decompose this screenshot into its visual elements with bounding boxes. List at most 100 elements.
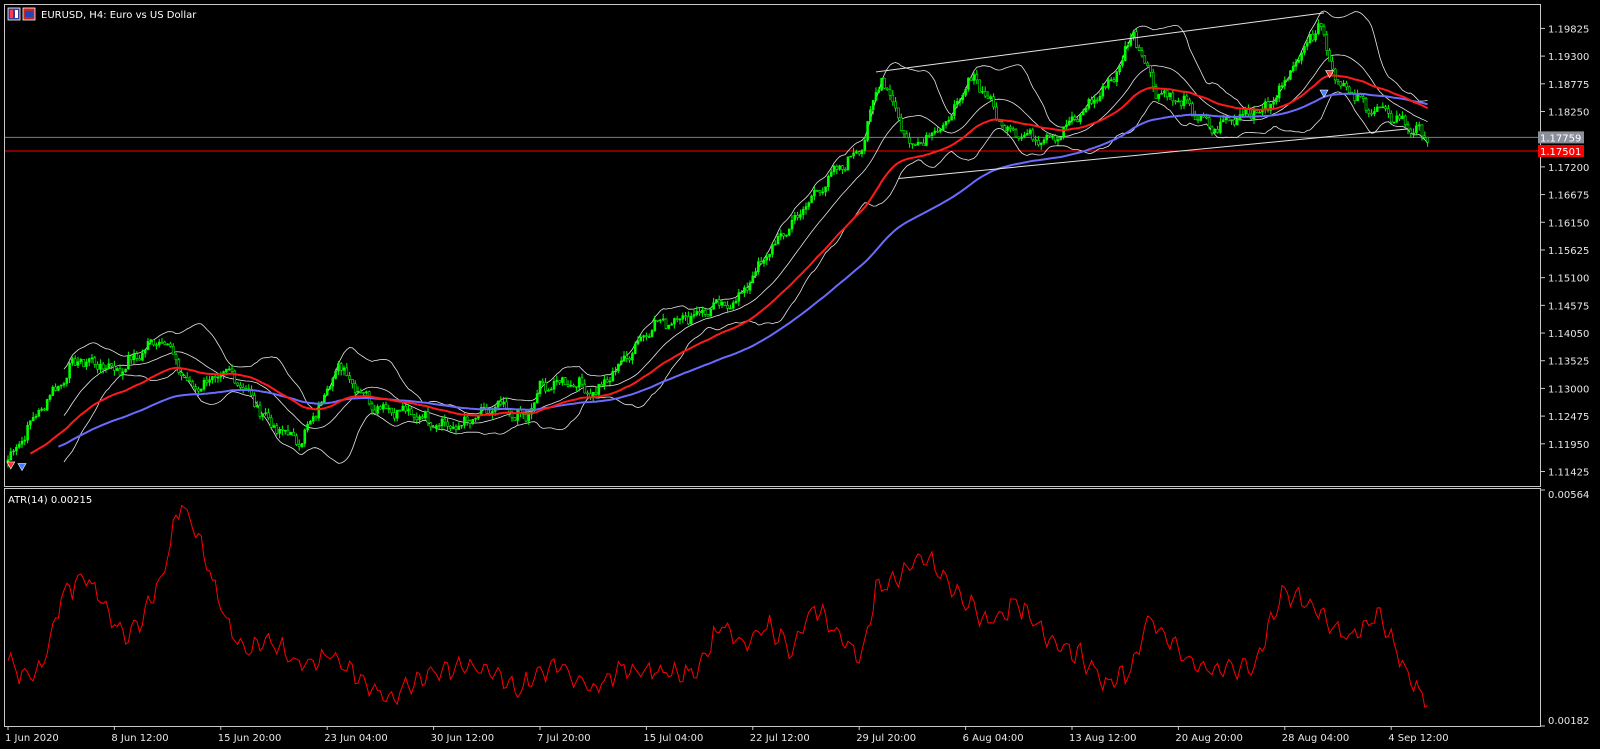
candle bbox=[1275, 95, 1278, 105]
candle bbox=[1146, 61, 1149, 67]
candle bbox=[619, 356, 623, 366]
candle bbox=[771, 242, 774, 258]
candle bbox=[967, 77, 970, 92]
candle bbox=[813, 186, 816, 201]
candle bbox=[695, 306, 699, 317]
candle bbox=[1216, 125, 1219, 134]
candle bbox=[757, 257, 760, 275]
candle bbox=[815, 189, 819, 192]
candle bbox=[983, 86, 987, 99]
candle bbox=[465, 415, 469, 426]
candle bbox=[675, 315, 679, 323]
candle bbox=[720, 299, 724, 309]
candle bbox=[1375, 103, 1379, 112]
candle bbox=[71, 356, 74, 366]
candle bbox=[138, 354, 141, 361]
candle bbox=[460, 424, 463, 429]
candle bbox=[281, 425, 284, 436]
candle bbox=[183, 374, 186, 379]
trade-arrow-icon[interactable] bbox=[1325, 70, 1335, 79]
chart-header: EURUSD, H4: Euro vs US Dollar ATR(14) 0.… bbox=[7, 7, 197, 506]
time-tick-label: 7 Jul 20:00 bbox=[537, 733, 591, 744]
candle bbox=[337, 361, 340, 375]
candle bbox=[339, 362, 343, 376]
candle bbox=[205, 375, 209, 387]
candle bbox=[174, 353, 178, 365]
candle bbox=[941, 122, 945, 132]
price-tick-label: 1.15100 bbox=[1548, 274, 1589, 285]
channel-lower-line[interactable] bbox=[898, 128, 1409, 179]
candle bbox=[65, 377, 69, 387]
candle bbox=[267, 408, 270, 421]
candle bbox=[253, 392, 256, 408]
candle bbox=[1039, 142, 1043, 150]
candle bbox=[799, 209, 802, 221]
candle bbox=[1219, 117, 1222, 135]
candle bbox=[202, 377, 206, 392]
candle bbox=[723, 301, 727, 307]
candle bbox=[877, 87, 881, 94]
candle bbox=[1286, 77, 1289, 81]
candle bbox=[1118, 64, 1121, 75]
bid-price-tag: 1.17759 bbox=[1538, 131, 1584, 144]
candle bbox=[356, 386, 360, 395]
atr-line bbox=[7, 504, 1428, 708]
candle bbox=[1062, 126, 1065, 140]
candle bbox=[712, 297, 715, 310]
price-tick-label: 1.18775 bbox=[1548, 80, 1589, 91]
candle bbox=[1179, 100, 1183, 110]
candle bbox=[827, 174, 830, 191]
candle bbox=[247, 384, 251, 393]
candle bbox=[435, 424, 438, 433]
candle bbox=[1160, 90, 1163, 95]
candle bbox=[1317, 19, 1320, 35]
candle bbox=[1403, 114, 1407, 128]
candle bbox=[880, 78, 883, 92]
candle bbox=[689, 312, 693, 326]
candle bbox=[482, 402, 486, 409]
trade-arrow-icon[interactable] bbox=[1319, 89, 1329, 98]
candle bbox=[709, 308, 713, 317]
candle bbox=[73, 355, 77, 367]
candle bbox=[580, 373, 584, 388]
candle bbox=[1311, 30, 1315, 42]
candle bbox=[309, 419, 312, 425]
candle bbox=[1373, 106, 1376, 117]
candle bbox=[927, 132, 931, 138]
channel-upper-line[interactable] bbox=[875, 12, 1325, 73]
candle bbox=[692, 309, 696, 319]
candle bbox=[1025, 129, 1029, 136]
candle bbox=[23, 435, 27, 446]
candle bbox=[412, 414, 416, 422]
candle bbox=[1230, 119, 1233, 125]
candle bbox=[96, 361, 99, 374]
trade-arrow-icon[interactable] bbox=[17, 463, 27, 472]
candle bbox=[132, 349, 136, 365]
candle bbox=[650, 329, 654, 338]
candle bbox=[639, 334, 643, 342]
candle bbox=[659, 319, 662, 324]
candle bbox=[1045, 133, 1049, 144]
candle bbox=[1401, 111, 1404, 120]
chart-window-icon[interactable] bbox=[7, 7, 36, 21]
candle bbox=[1283, 76, 1287, 90]
candle bbox=[633, 341, 637, 355]
candle bbox=[1135, 28, 1138, 49]
candle bbox=[852, 147, 855, 159]
candle bbox=[68, 358, 71, 384]
candle bbox=[230, 364, 234, 375]
candle bbox=[701, 306, 704, 317]
candle bbox=[1367, 108, 1371, 118]
candle bbox=[255, 400, 259, 409]
candle bbox=[384, 401, 388, 410]
candle bbox=[1079, 113, 1082, 125]
trade-arrow-icon[interactable] bbox=[6, 461, 16, 470]
candle bbox=[359, 388, 363, 394]
candle bbox=[1322, 23, 1326, 37]
candle bbox=[519, 406, 522, 417]
price-tick-label: 1.14050 bbox=[1548, 329, 1589, 340]
atr-plot bbox=[7, 504, 1428, 708]
time-tick-label: 23 Jun 04:00 bbox=[324, 733, 388, 744]
candle bbox=[1339, 81, 1343, 89]
